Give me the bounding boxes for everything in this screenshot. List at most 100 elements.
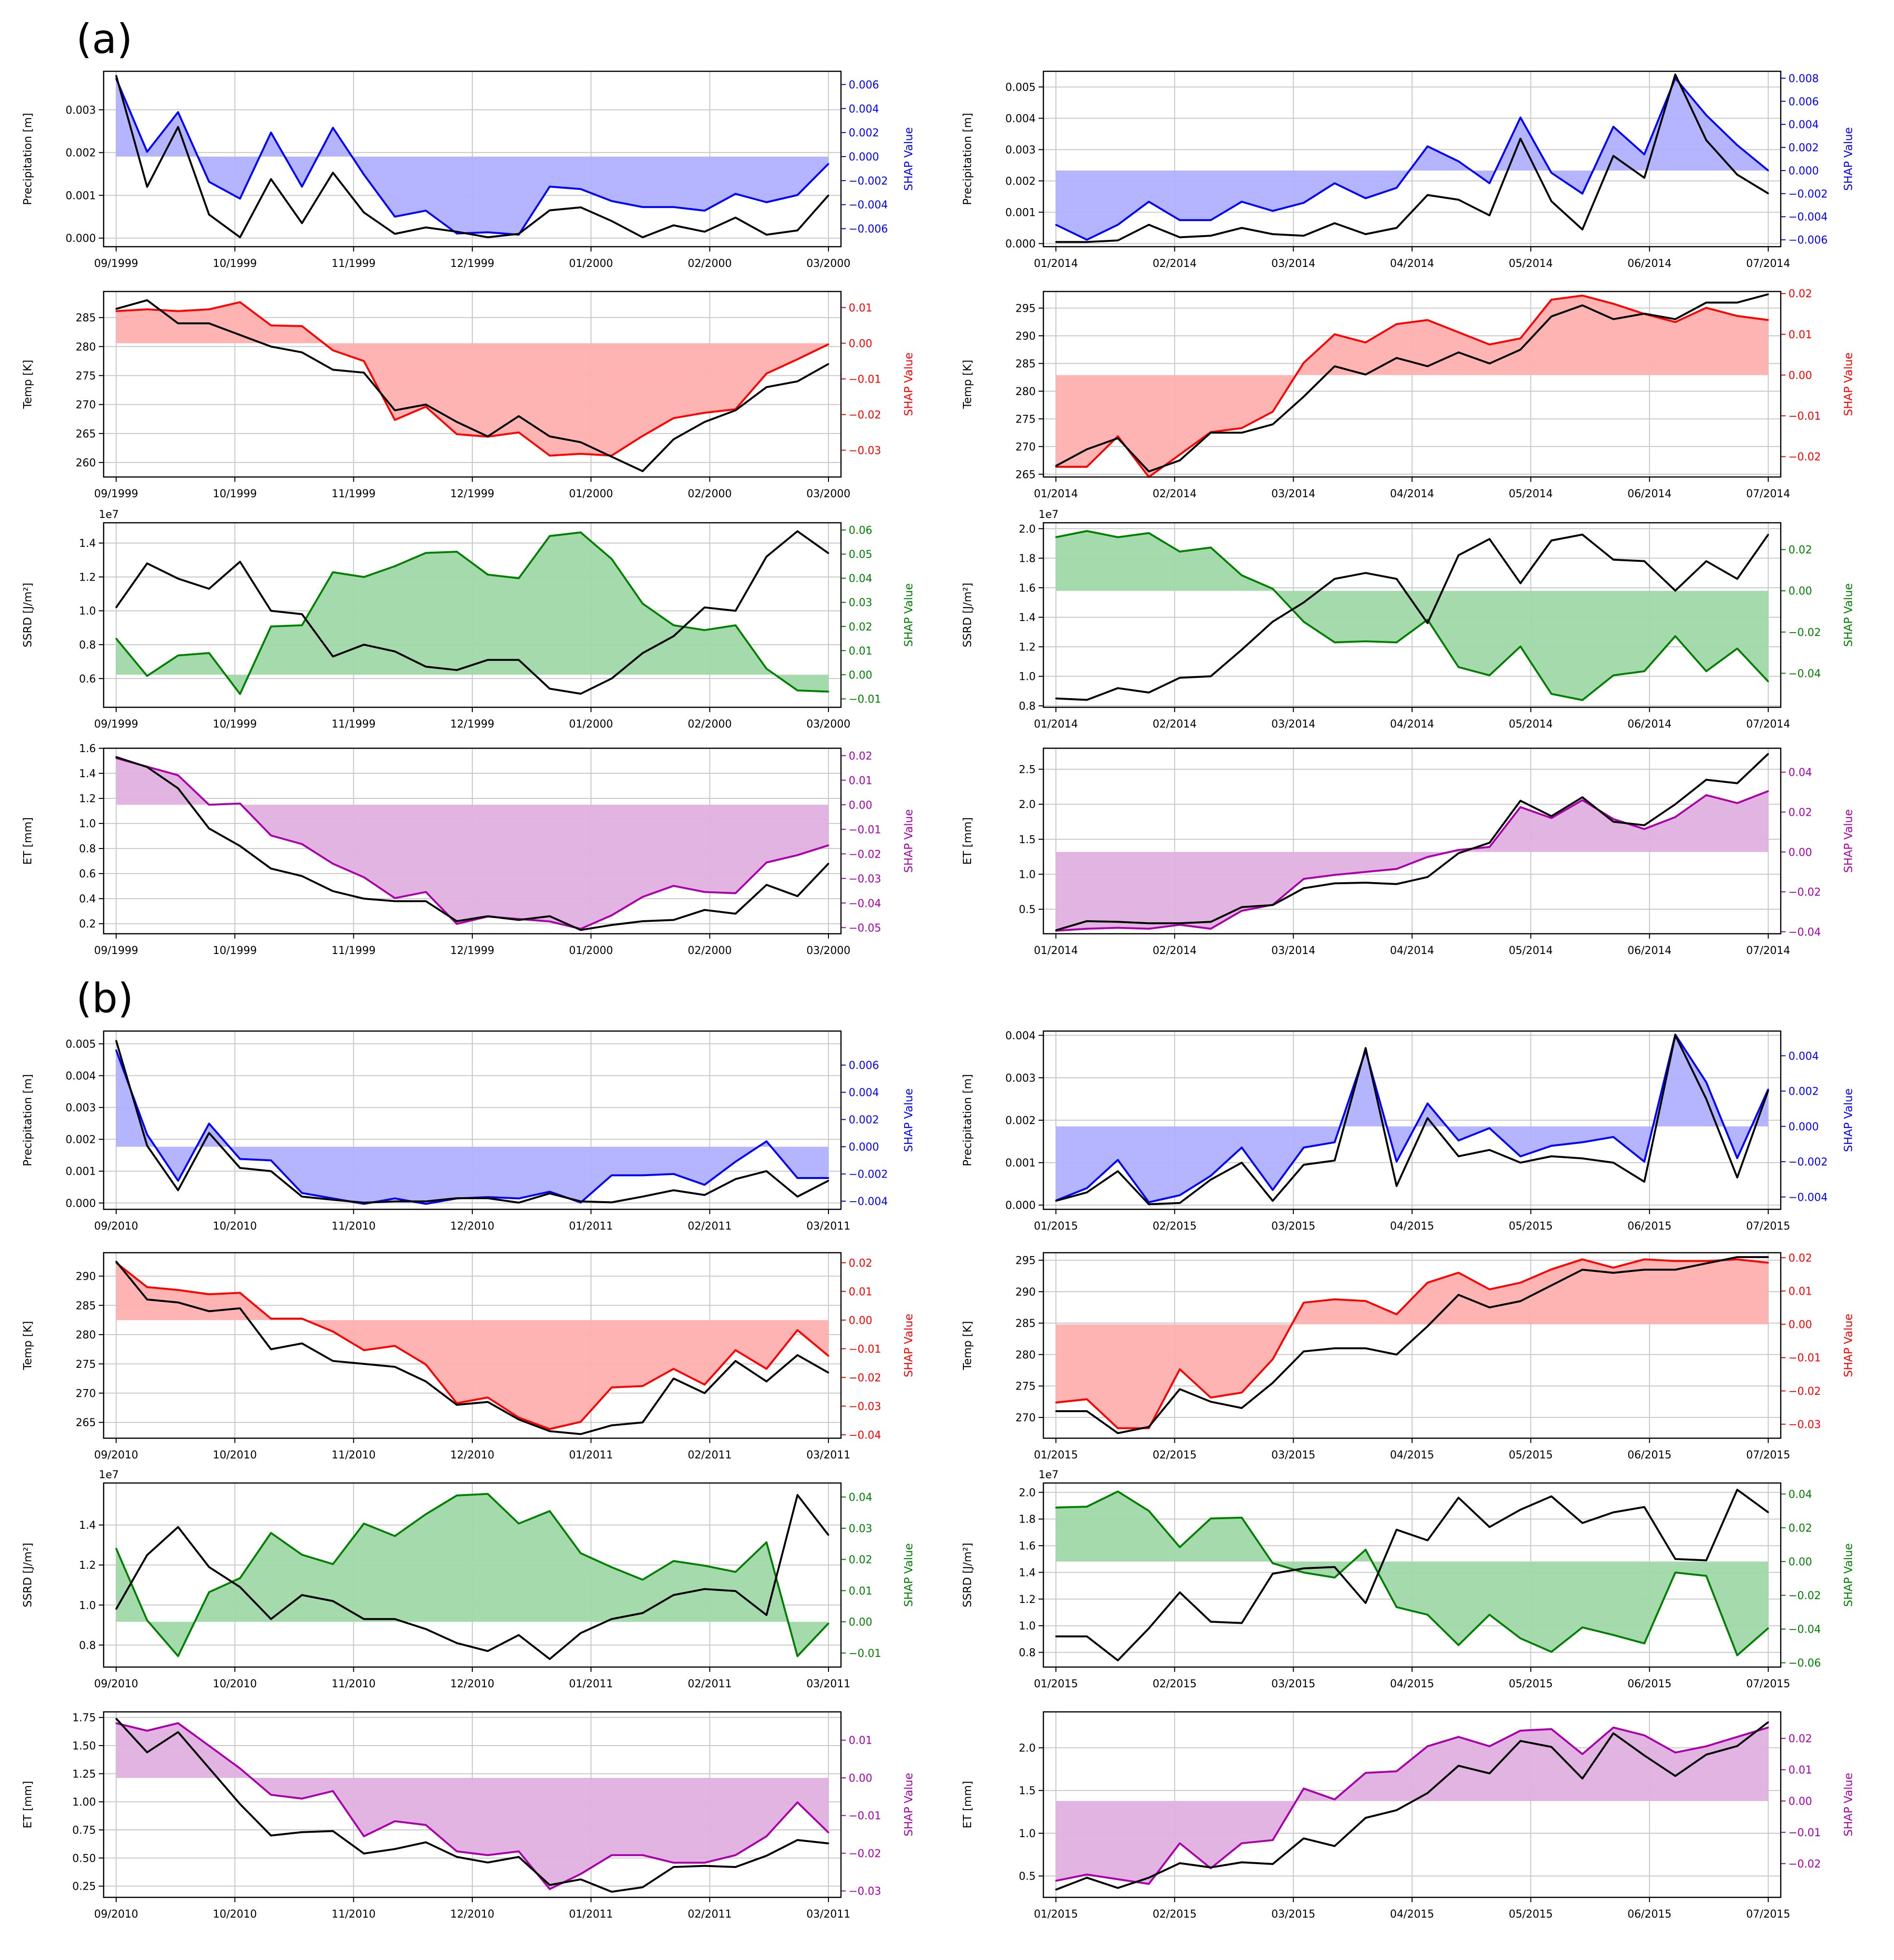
x-tick-label: 12/2010 xyxy=(450,1220,494,1232)
shap-point xyxy=(1705,1260,1707,1262)
shap-point xyxy=(177,111,179,113)
shap-point xyxy=(1117,435,1119,437)
shap-point xyxy=(1210,219,1212,221)
shap-point xyxy=(1303,621,1305,622)
shap-point xyxy=(1705,794,1707,796)
x-tick-label: 07/2015 xyxy=(1746,1678,1790,1690)
y-axis-label: Precipitation [m] xyxy=(22,1074,34,1166)
shap-point xyxy=(1303,362,1305,364)
variable-point xyxy=(1643,1754,1645,1756)
variable-point xyxy=(239,845,241,847)
y2-axis-label: SHAP Value xyxy=(903,127,915,191)
shap-point xyxy=(641,206,643,208)
shap-point xyxy=(1489,344,1491,345)
shap-series-line xyxy=(116,757,829,930)
variable-point xyxy=(734,1866,736,1868)
shap-point xyxy=(1643,1161,1645,1163)
variable-point xyxy=(549,1884,551,1886)
variable-point xyxy=(270,1618,272,1620)
y-tick-label: 0.8 xyxy=(79,1640,96,1652)
y-tick-label: 280 xyxy=(1015,1349,1036,1361)
x-tick-label: 12/1999 xyxy=(450,718,494,730)
variable-point xyxy=(1241,1622,1243,1624)
variable-point xyxy=(1272,621,1274,622)
shap-point xyxy=(549,1888,551,1890)
shap-fill-area xyxy=(1056,295,1768,477)
variable-point xyxy=(332,369,334,371)
variable-series-line xyxy=(116,756,829,931)
y2-tick-label: 0.000 xyxy=(849,151,879,163)
shap-fill-area xyxy=(116,758,828,929)
variable-point xyxy=(1427,876,1428,878)
x-tick-label: 01/2015 xyxy=(1034,1220,1078,1232)
shap-point xyxy=(1241,1391,1243,1393)
shap-point xyxy=(549,1428,551,1430)
variable-point xyxy=(1117,437,1119,439)
variable-point xyxy=(827,1842,829,1844)
y-tick-label: 2.0 xyxy=(1019,1487,1036,1499)
shap-point xyxy=(797,1801,799,1803)
shap-point xyxy=(704,1565,706,1567)
variable-point xyxy=(1613,1732,1614,1734)
variable-point xyxy=(1334,222,1335,224)
shap-point xyxy=(1055,1402,1057,1404)
variable-point xyxy=(1613,318,1614,320)
x-tick-label: 01/2011 xyxy=(569,1220,613,1232)
variable-point xyxy=(1457,852,1459,854)
shap-point xyxy=(332,127,334,129)
shap-point xyxy=(208,652,210,654)
shap-point xyxy=(1365,1549,1367,1550)
shap-point xyxy=(1457,1271,1459,1273)
variable-point xyxy=(208,1132,210,1134)
shap-point xyxy=(580,1873,582,1875)
variable-point xyxy=(765,1380,767,1382)
variable-point xyxy=(177,578,179,580)
variable-point xyxy=(734,410,736,411)
variable-point xyxy=(549,915,551,917)
variable-point xyxy=(765,884,767,886)
shap-point xyxy=(1457,666,1459,668)
shap-point xyxy=(1643,828,1645,830)
y2-tick-label: −0.02 xyxy=(849,1372,881,1384)
variable-point xyxy=(1086,1410,1088,1412)
variable-point xyxy=(765,1170,767,1172)
variable-point xyxy=(1241,1407,1243,1409)
shap-point xyxy=(270,132,272,133)
x-tick-label: 04/2014 xyxy=(1390,258,1434,270)
shap-point xyxy=(1457,160,1459,162)
variable-point xyxy=(1613,155,1614,157)
shap-point xyxy=(1396,187,1398,189)
variable-point xyxy=(270,610,272,612)
variable-point xyxy=(641,1612,643,1614)
shap-point xyxy=(208,308,210,310)
shap-point xyxy=(1520,646,1521,648)
x-tick-label: 01/2000 xyxy=(569,258,613,270)
x-tick-label: 10/2010 xyxy=(213,1678,257,1690)
variable-point xyxy=(1550,1496,1552,1497)
variable-point xyxy=(1736,174,1738,175)
plot-frame xyxy=(1042,1482,1782,1668)
y2-tick-label: −0.04 xyxy=(1788,1624,1821,1636)
shap-point xyxy=(425,1203,427,1205)
shap-point xyxy=(270,1318,272,1320)
y-tick-label: 0.2 xyxy=(79,918,96,930)
y-tick-label: 2.0 xyxy=(1019,799,1036,811)
shap-point xyxy=(673,1560,675,1562)
x-tick-label: 07/2015 xyxy=(1746,1220,1790,1232)
shap-point xyxy=(549,535,551,537)
x-tick-label: 10/2010 xyxy=(213,1908,257,1920)
plot-frame xyxy=(103,1252,842,1439)
shap-point xyxy=(1705,307,1707,309)
chart-a8: 01/2014 02/2014 03/2014 04/2014 05/2014 06/20… xyxy=(961,747,1855,957)
variable-point xyxy=(549,436,551,437)
y-tick-label: 1.6 xyxy=(1019,1540,1036,1552)
variable-point xyxy=(115,756,117,758)
shap-point xyxy=(239,803,241,805)
variable-point xyxy=(115,75,117,77)
variable-point xyxy=(425,1380,427,1382)
variable-point xyxy=(208,322,210,324)
variable-point xyxy=(765,234,767,236)
shap-point xyxy=(1427,1614,1428,1616)
shap-point xyxy=(1148,1883,1150,1885)
shap-point xyxy=(394,1535,396,1537)
